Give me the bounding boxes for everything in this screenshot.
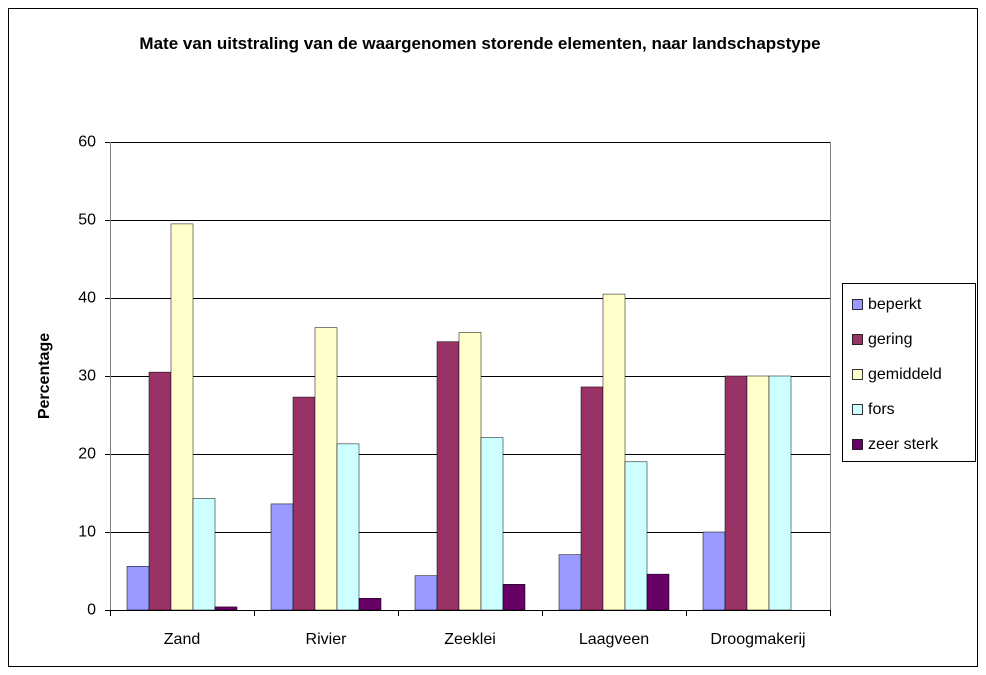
bar (414, 575, 438, 611)
y-tick-label: 0 (87, 602, 96, 619)
bar (292, 396, 316, 611)
bar (358, 598, 382, 611)
bar (170, 223, 194, 611)
bar (558, 554, 582, 611)
x-tick-label: Zand (164, 631, 200, 648)
x-tick-label: Droogmakerij (710, 631, 805, 648)
y-tick-label: 30 (78, 368, 96, 385)
bar (336, 443, 360, 611)
bar (724, 375, 748, 611)
y-tick-label: 20 (78, 446, 96, 463)
bar (646, 573, 670, 611)
y-axis-label: Percentage (36, 333, 53, 419)
bar (214, 606, 238, 611)
bar (192, 498, 216, 611)
legend-swatch (852, 334, 863, 345)
y-tick-label: 60 (78, 134, 96, 151)
legend-swatch (852, 369, 863, 380)
legend-label: beperkt (868, 296, 922, 313)
bar (314, 327, 338, 611)
y-tick-label: 40 (78, 290, 96, 307)
bar (126, 566, 150, 611)
bar (768, 375, 792, 611)
chart-title: Mate van uitstraling van de waargenomen … (139, 34, 821, 53)
y-tick-label: 50 (78, 212, 96, 229)
bar (702, 531, 726, 611)
bar (480, 437, 504, 611)
x-tick-label: Rivier (306, 631, 348, 648)
x-tick-label: Zeeklei (444, 631, 496, 648)
x-tick-label: Laagveen (579, 631, 649, 648)
y-tick-label: 10 (78, 524, 96, 541)
legend-label: gemiddeld (868, 366, 942, 383)
legend-swatch (852, 299, 863, 310)
bar (746, 375, 770, 611)
legend-label: zeer sterk (868, 436, 939, 453)
bar (436, 341, 460, 611)
legend-swatch (852, 439, 863, 450)
legend-box (842, 283, 976, 462)
legend-swatch (852, 404, 863, 415)
bar (624, 461, 648, 611)
bar (580, 386, 604, 611)
legend-label: fors (868, 401, 895, 418)
legend-label: gering (868, 331, 912, 348)
bar (458, 332, 482, 611)
bar (502, 584, 526, 611)
bar (270, 503, 294, 611)
bar (602, 293, 626, 611)
bar (148, 371, 172, 611)
